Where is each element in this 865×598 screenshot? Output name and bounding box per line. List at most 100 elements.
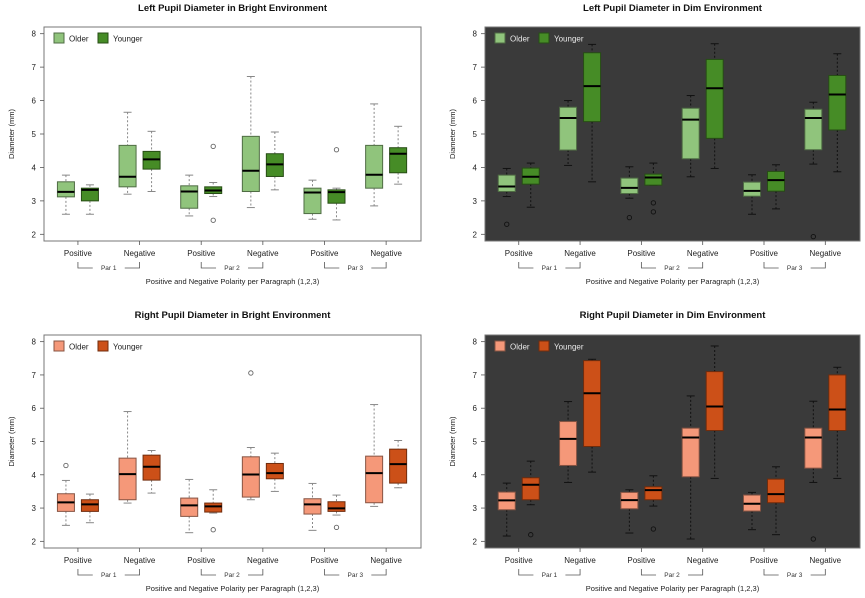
x-category-label: Negative [810, 249, 842, 258]
outlier-point [626, 214, 633, 221]
box-iqr [767, 478, 785, 504]
box-younger-1 [583, 43, 602, 183]
group-label: Par 1 [542, 265, 558, 272]
group-label: Par 1 [101, 265, 117, 272]
box-iqr [497, 174, 516, 193]
chart-right-bright: Right Pupil Diameter in Bright Environme… [7, 310, 422, 593]
box-older-4 [303, 179, 322, 220]
box-younger-2 [644, 475, 663, 532]
y-tick-label: 8 [32, 338, 37, 347]
legend-label-older: Older [69, 35, 89, 44]
chart-left-dim: Left Pupil Diameter in Dim Environment 2 3… [448, 3, 861, 286]
box-younger-0 [521, 162, 540, 208]
y-tick-label: 8 [473, 338, 478, 347]
plot-area [43, 26, 422, 242]
legend-swatch-older [494, 32, 506, 44]
group-bracket-left [640, 262, 657, 269]
box-younger-2 [644, 162, 663, 215]
group-label: Par 2 [224, 572, 240, 579]
y-axis-title: Diameter (mm) [448, 108, 457, 159]
panel-left-bright: Left Pupil Diameter in Bright Environmen… [0, 0, 432, 298]
box-iqr [389, 448, 408, 484]
group-bracket-right [248, 569, 264, 576]
group-bracket-right [248, 262, 264, 269]
y-tick-label: 5 [32, 438, 37, 447]
box-younger-5 [828, 53, 847, 173]
box-older-1 [559, 401, 578, 483]
x-axis-title: Positive and Negative Polarity per Parag… [146, 277, 320, 286]
group-bracket-left [77, 569, 93, 576]
group-bracket-left [200, 569, 217, 576]
group-bracket-right [371, 262, 387, 269]
y-tick-label: 5 [32, 130, 37, 139]
box-iqr [56, 181, 75, 198]
group-bracket-left [77, 262, 93, 269]
x-category-label: Positive [627, 249, 656, 258]
group-label: Par 1 [101, 572, 117, 579]
group-label: Par 3 [348, 265, 364, 272]
box-iqr [303, 498, 322, 515]
y-tick-label: 4 [32, 471, 37, 480]
box-younger-5 [389, 440, 408, 489]
group-label: Par 3 [787, 572, 803, 579]
outlier-point [650, 200, 657, 206]
x-category-label: Negative [810, 556, 842, 565]
box-younger-4 [327, 494, 346, 531]
y-tick-label: 4 [32, 163, 37, 172]
box-iqr [80, 499, 99, 512]
group-bracket-left [518, 262, 534, 269]
y-tick-label: 5 [473, 438, 478, 447]
group-label: Par 2 [224, 265, 240, 272]
x-category-label: Negative [124, 249, 156, 258]
box-iqr [365, 455, 384, 504]
box-older-0 [497, 167, 516, 227]
box-iqr [804, 108, 823, 151]
y-tick-label: 6 [32, 97, 37, 106]
box-iqr [681, 107, 700, 160]
box-older-4 [303, 482, 322, 531]
legend-label-older: Older [69, 343, 89, 352]
outlier-point [210, 217, 216, 223]
group-bracket-right [810, 569, 826, 576]
y-tick-label: 6 [473, 404, 478, 413]
box-iqr [583, 52, 602, 123]
box-iqr [303, 187, 322, 215]
box-iqr [620, 177, 639, 195]
panel-left-dim: Left Pupil Diameter in Dim Environment 2 3… [432, 0, 864, 298]
outlier-point [210, 143, 216, 150]
y-tick-label: 3 [32, 197, 37, 206]
y-tick-label: 5 [473, 130, 478, 139]
x-category-label: Positive [310, 249, 339, 258]
box-iqr [644, 173, 663, 186]
outlier-point [248, 370, 254, 376]
box-older-1 [118, 411, 137, 504]
box-iqr [180, 497, 199, 517]
group-bracket-left [200, 262, 217, 269]
chart-title: Right Pupil Diameter in Dim Environment [580, 310, 767, 321]
x-category-label: Negative [247, 249, 279, 258]
box-iqr [804, 427, 823, 469]
group-bracket-right [688, 569, 704, 576]
box-older-5 [365, 404, 384, 507]
y-tick-label: 4 [473, 471, 478, 480]
box-iqr [327, 501, 346, 512]
y-tick-label: 8 [32, 30, 37, 39]
x-category-label: Positive [505, 556, 534, 565]
box-younger-3 [705, 345, 724, 479]
box-older-0 [497, 482, 516, 537]
y-tick-label: 7 [32, 371, 37, 380]
box-iqr [767, 170, 785, 192]
y-tick-label: 2 [32, 230, 37, 239]
legend-label-younger: Younger [113, 343, 143, 352]
legend-label-older: Older [510, 35, 530, 44]
outlier-point [810, 536, 816, 542]
x-axis-title: Positive and Negative Polarity per Parag… [586, 584, 760, 593]
legend-swatch-younger [97, 340, 109, 352]
group-bracket-right [371, 569, 387, 576]
y-tick-label: 2 [473, 537, 478, 546]
chart-right-dim: Right Pupil Diameter in Dim Environment 2… [448, 310, 861, 593]
group-bracket-right [565, 262, 581, 269]
box-younger-4 [767, 466, 785, 536]
x-category-label: Negative [687, 249, 719, 258]
box-older-2 [620, 489, 639, 534]
